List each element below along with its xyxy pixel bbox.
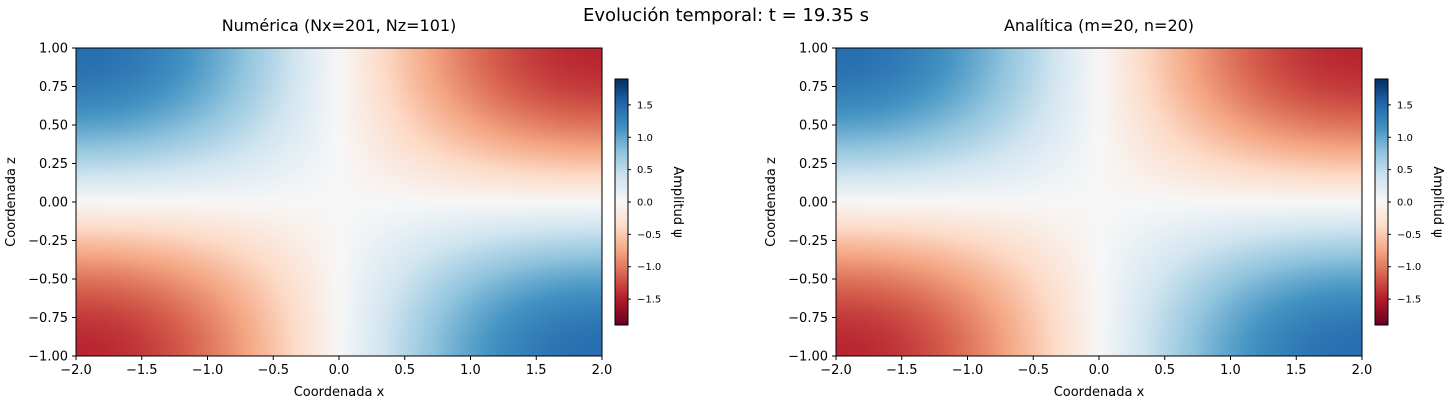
x-tick-label: −0.5 <box>1017 363 1049 378</box>
x-tick-label: 2.0 <box>592 363 613 378</box>
y-tick-label: 1.00 <box>799 42 828 57</box>
x-tick-label: −2.0 <box>820 363 852 378</box>
y-tick-label: 0.75 <box>39 80 68 95</box>
panel-title: Numérica (Nx=201, Nz=101) <box>222 16 457 35</box>
x-tick-label: −1.5 <box>126 363 158 378</box>
colorbar-tick-label: 1.0 <box>1397 133 1413 144</box>
colorbar-tick-label: 0.0 <box>637 198 653 209</box>
y-axis-label: Coordenada z <box>4 157 19 247</box>
y-tick-label: −1.00 <box>28 350 68 365</box>
colorbar-tick-label: −1.0 <box>637 262 661 273</box>
x-tick-label: −1.0 <box>952 363 984 378</box>
x-tick-label: 0.5 <box>394 363 415 378</box>
y-tick-label: −1.00 <box>788 350 828 365</box>
colorbar-tick-label: −1.5 <box>637 295 661 306</box>
colorbar-tick-label: −0.5 <box>1397 230 1421 241</box>
figure-suptitle: Evolución temporal: t = 19.35 s <box>582 5 870 26</box>
y-tick-label: 0.50 <box>39 119 68 134</box>
x-axis-label: Coordenada x <box>294 385 385 400</box>
colorbar-tick-label: 0.5 <box>1397 165 1413 176</box>
heatmap-panel-1: Numérica (Nx=201, Nz=101) −2.0 −1.5 −1.0 −0.… <box>4 16 685 400</box>
y-tick-label: −0.50 <box>788 273 828 288</box>
x-tick-label: −1.0 <box>192 363 224 378</box>
colorbar-gradient <box>615 79 628 325</box>
y-tick-label: −0.50 <box>28 273 68 288</box>
y-tick-label: 0.25 <box>39 157 68 172</box>
x-tick-label: 2.0 <box>1352 363 1373 378</box>
colorbar-tick-label: 0.0 <box>1397 198 1413 209</box>
heatmap-field <box>76 48 602 356</box>
y-tick-label: −0.75 <box>788 311 828 326</box>
x-tick-label: 1.5 <box>526 363 547 378</box>
y-axis-label: Coordenada z <box>764 157 779 247</box>
colorbar-gradient <box>1375 79 1388 325</box>
y-tick-label: 1.00 <box>39 42 68 57</box>
x-tick-label: 1.0 <box>1220 363 1241 378</box>
y-tick-label: 0.75 <box>799 80 828 95</box>
heatmap-field <box>836 48 1362 356</box>
x-tick-label: −1.5 <box>886 363 918 378</box>
x-tick-label: −0.5 <box>257 363 289 378</box>
y-tick-label: 0.00 <box>39 196 68 211</box>
x-axis-label: Coordenada x <box>1054 385 1145 400</box>
colorbar-tick-label: −1.5 <box>1397 295 1421 306</box>
colorbar-tick-label: −0.5 <box>637 230 661 241</box>
y-tick-label: 0.00 <box>799 196 828 211</box>
x-tick-label: 0.5 <box>1154 363 1175 378</box>
colorbar-label: Amplitud ψ <box>1430 166 1445 237</box>
colorbar-tick-label: −1.0 <box>1397 262 1421 273</box>
colorbar-tick-label: 1.5 <box>637 100 653 111</box>
x-tick-label: 1.0 <box>460 363 481 378</box>
heatmap-panel-2: Analítica (m=20, n=20) −2.0 −1.5 −1.0 −0.5 0.… <box>764 16 1445 400</box>
colorbar-tick-label: 1.0 <box>637 133 653 144</box>
y-tick-label: −0.75 <box>28 311 68 326</box>
y-tick-label: 0.50 <box>799 119 828 134</box>
colorbar-label: Amplitud ψ <box>670 166 685 237</box>
x-tick-label: −2.0 <box>60 363 92 378</box>
y-tick-label: −0.25 <box>28 234 68 249</box>
x-tick-label: 0.0 <box>329 363 350 378</box>
panel-title: Analítica (m=20, n=20) <box>1004 16 1194 35</box>
colorbar-tick-label: 1.5 <box>1397 100 1413 111</box>
x-tick-label: 1.5 <box>1286 363 1307 378</box>
colorbar-tick-label: 0.5 <box>637 165 653 176</box>
y-tick-label: −0.25 <box>788 234 828 249</box>
y-tick-label: 0.25 <box>799 157 828 172</box>
x-tick-label: 0.0 <box>1089 363 1110 378</box>
